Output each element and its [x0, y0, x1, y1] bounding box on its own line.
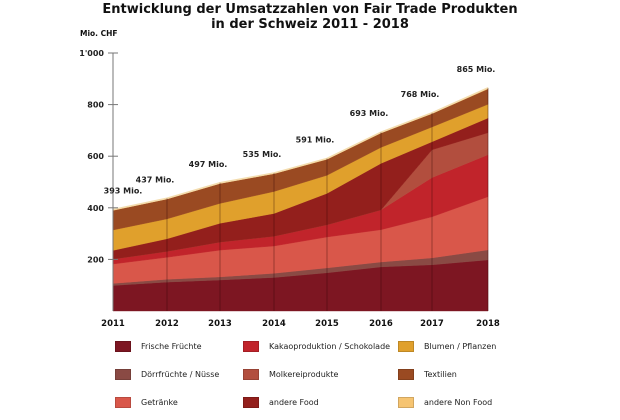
area-layers	[112, 87, 489, 312]
x-tick-label: 2014	[262, 319, 286, 329]
y-tick-label: 400	[87, 204, 104, 213]
total-data-label: 693 Mio.	[350, 109, 389, 118]
y-axis: 200 400 600 800 1'000	[79, 49, 118, 311]
x-tick-label: 2013	[208, 319, 232, 329]
x-tick-label: 2015	[315, 319, 339, 329]
total-data-label: 865 Mio.	[457, 65, 496, 74]
total-labels: 393 Mio. 437 Mio. 497 Mio. 535 Mio. 591 Mio.…	[104, 65, 496, 196]
x-tick-label: 2011	[101, 319, 125, 329]
total-data-label: 591 Mio.	[296, 136, 335, 145]
total-data-label: 437 Mio.	[136, 175, 175, 184]
total-data-label: 497 Mio.	[189, 160, 228, 169]
total-edge-line	[112, 87, 489, 211]
chart-subtitle: in der Schweiz 2011 - 2018	[211, 17, 409, 32]
x-tick-label: 2016	[369, 319, 393, 329]
total-data-label: 768 Mio.	[401, 90, 440, 99]
y-tick-label: 600	[87, 152, 104, 161]
x-axis-labels: 2011 2012 2013 2014 2015 2016 2017 2018	[101, 319, 500, 329]
x-tick-label: 2018	[476, 319, 500, 329]
x-tick-label: 2012	[155, 319, 179, 329]
y-tick-label: 200	[87, 255, 104, 264]
y-tick-label: 1'000	[79, 49, 104, 58]
y-tick-label: 800	[87, 101, 104, 110]
total-data-label: 393 Mio.	[104, 187, 143, 196]
y-axis-unit-label: Mio. CHF	[80, 29, 118, 38]
total-data-label: 535 Mio.	[243, 150, 282, 159]
chart-title: Entwicklung der Umsatzzahlen von Fair Tr…	[0, 2, 620, 32]
chart-title-line1: Entwicklung der Umsatzzahlen von Fair Tr…	[102, 2, 518, 17]
x-tick-label: 2017	[420, 319, 444, 329]
